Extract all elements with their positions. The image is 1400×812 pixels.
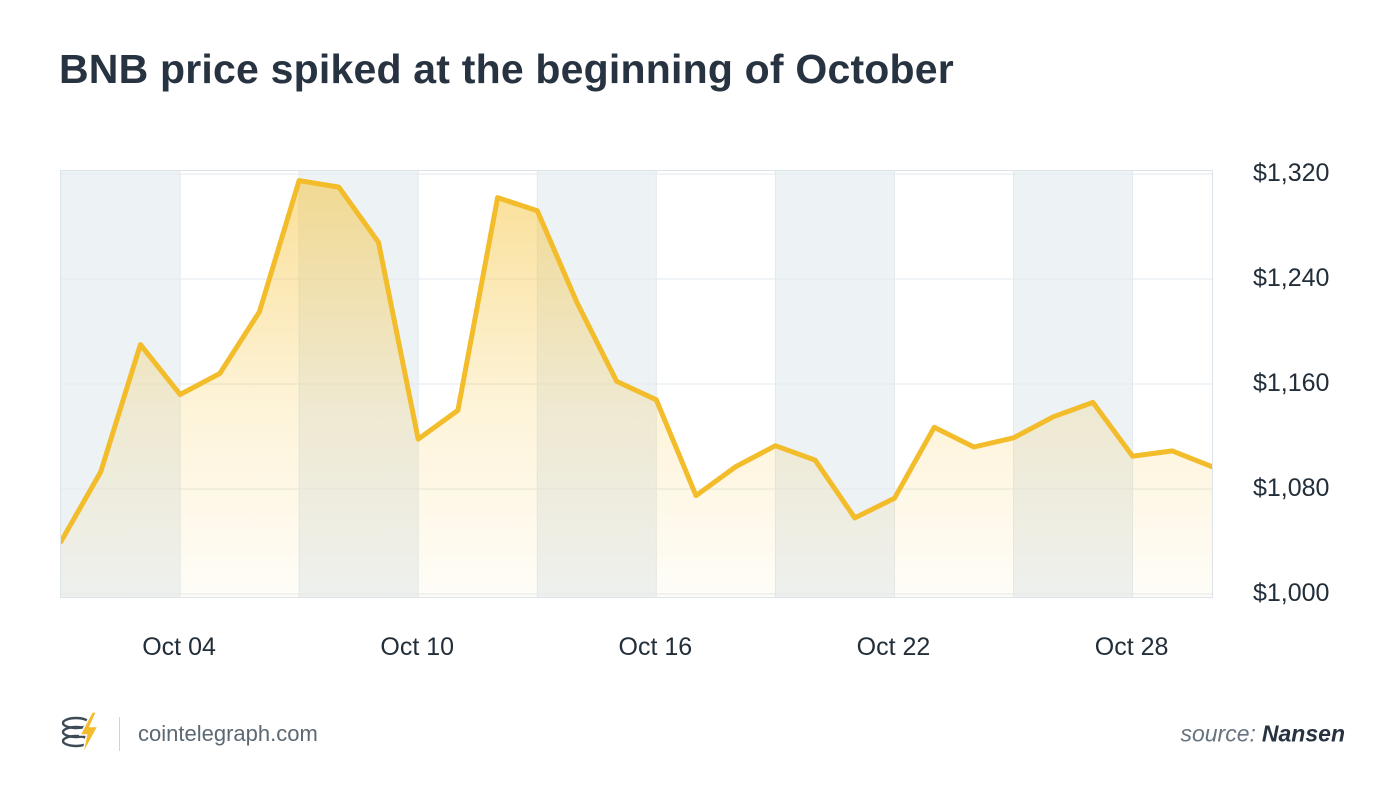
cointelegraph-logo-icon: [61, 711, 100, 756]
y-axis-label: $1,320: [1253, 159, 1330, 187]
x-axis-label: Oct 10: [380, 633, 455, 661]
x-axis-label: Oct 22: [856, 633, 931, 661]
source-credit: source: Nansen: [1180, 721, 1345, 748]
y-axis-label: $1,080: [1253, 474, 1330, 502]
x-axis-label: Oct 16: [618, 633, 693, 661]
x-axis: Oct 04 Oct 10 Oct 16 Oct 22 Oct 28: [60, 632, 1213, 664]
y-axis-label: $1,240: [1253, 264, 1330, 292]
source-label: source:: [1180, 720, 1256, 747]
x-axis-label: Oct 28: [1094, 633, 1169, 661]
y-axis: $1,320 $1,240 $1,160 $1,080 $1,000: [1253, 159, 1393, 607]
price-chart-svg: [61, 171, 1212, 597]
chart-title: BNB price spiked at the beginning of Oct…: [59, 46, 954, 92]
source-value: Nansen: [1261, 720, 1345, 747]
plot-area: [60, 170, 1213, 598]
brand-text: cointelegraph.com: [138, 721, 318, 746]
footer: cointelegraph.com source: Nansen: [57, 706, 1345, 762]
y-axis-label: $1,160: [1253, 369, 1330, 397]
footer-divider: [119, 717, 120, 751]
y-axis-label: $1,000: [1253, 579, 1330, 607]
x-axis-label: Oct 04: [142, 633, 216, 661]
